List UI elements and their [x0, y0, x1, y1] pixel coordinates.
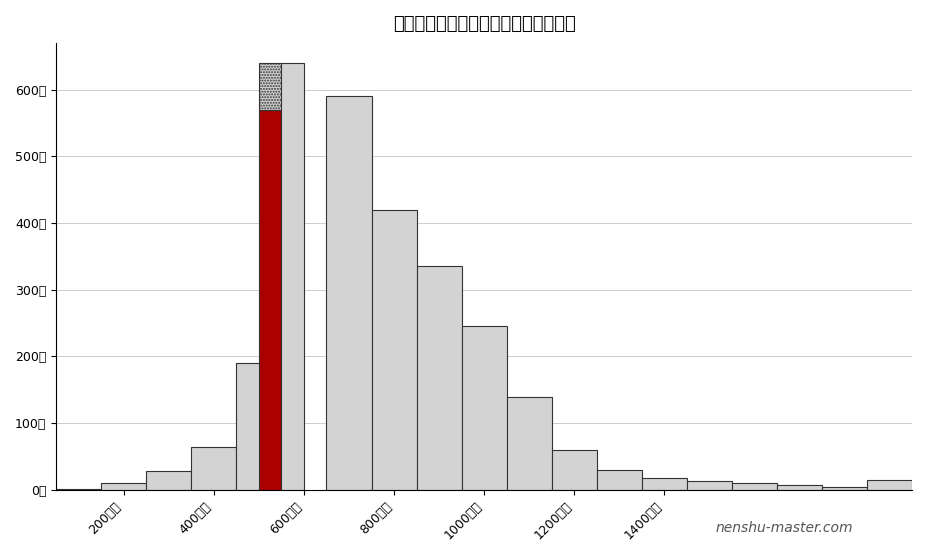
Bar	[822, 487, 867, 490]
Text: nenshu-master.com: nenshu-master.com	[716, 521, 853, 535]
Bar	[867, 480, 912, 490]
Bar	[462, 326, 507, 490]
Bar	[326, 96, 372, 490]
Bar	[191, 447, 236, 490]
Bar	[641, 478, 687, 490]
Bar	[416, 266, 462, 490]
Bar	[552, 450, 597, 490]
Bar	[101, 483, 146, 490]
Bar	[372, 209, 416, 490]
Bar	[507, 397, 552, 490]
Bar	[282, 63, 304, 490]
Bar	[259, 63, 282, 110]
Title: マックスバリュ中部の年収ポジション: マックスバリュ中部の年収ポジション	[393, 15, 576, 33]
Bar	[146, 471, 191, 490]
Bar	[731, 483, 777, 490]
Bar	[259, 110, 282, 490]
Bar	[687, 481, 731, 490]
Bar	[777, 485, 822, 490]
Bar	[57, 488, 101, 490]
Bar	[597, 470, 641, 490]
Bar	[236, 363, 282, 490]
